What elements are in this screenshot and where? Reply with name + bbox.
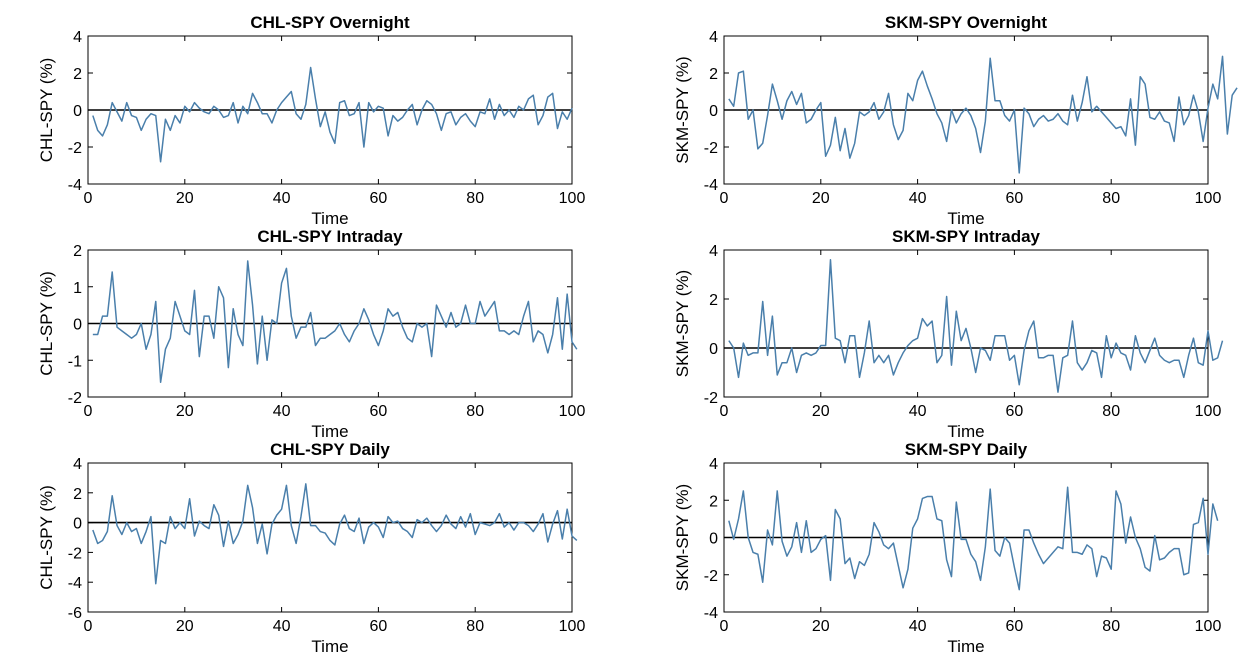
x-tick-label: 40	[273, 190, 291, 207]
y-tick-label: -6	[68, 605, 82, 622]
x-tick-label: 60	[1006, 403, 1024, 420]
x-axis-label: Time	[947, 422, 984, 441]
x-tick-label: 20	[812, 190, 830, 207]
axes-box	[723, 249, 1209, 398]
y-axis-label: CHL-SPY (%)	[37, 271, 56, 376]
x-tick-label: 0	[720, 403, 729, 420]
x-tick-label: 100	[559, 190, 586, 207]
x-tick-label: 20	[176, 403, 194, 420]
chart-2: SKM-SPY Overnight 0 20 40 60 80 100 -4 -2 0 2 4 Time…	[673, 13, 1238, 228]
chart-1: CHL-SPY Overnight 0 20 40 60 80 100 -4 -2 0 2 4 Time…	[37, 13, 585, 228]
x-tick-label: 40	[909, 190, 927, 207]
chart-title: CHL-SPY Intraday	[257, 227, 403, 246]
x-tick-label: 80	[466, 403, 484, 420]
y-tick-label: -2	[68, 545, 82, 562]
y-tick-label: -4	[704, 605, 718, 622]
x-tick-label: 80	[466, 618, 484, 635]
x-tick-label: 0	[720, 618, 729, 635]
y-tick-label: 4	[709, 456, 718, 473]
x-tick-label: 0	[84, 403, 93, 420]
chart-title: CHL-SPY Overnight	[250, 13, 410, 32]
x-axis-label: Time	[947, 209, 984, 228]
x-axis-label: Time	[311, 422, 348, 441]
chart-title: SKM-SPY Overnight	[885, 13, 1047, 32]
y-tick-label: -4	[704, 177, 718, 194]
chart-3: CHL-SPY Intraday 0 20 40 60 80 100 -2 -1 0 1 2 Time C…	[37, 227, 585, 441]
x-tick-label: 80	[1102, 618, 1120, 635]
x-tick-label: 40	[273, 403, 291, 420]
y-axis-label: CHL-SPY (%)	[37, 58, 56, 163]
y-tick-label: -2	[704, 390, 718, 407]
x-axis-label: Time	[311, 637, 348, 656]
y-tick-label: 2	[709, 493, 718, 510]
y-tick-label: 2	[73, 66, 82, 83]
y-tick-label: 0	[709, 341, 718, 358]
series-line-1	[728, 259, 1224, 393]
series-line-1	[92, 66, 573, 163]
series-line-1	[728, 486, 1219, 591]
y-axis-label: SKM-SPY (%)	[673, 56, 692, 163]
y-tick-label: 2	[73, 486, 82, 503]
x-tick-label: 60	[1006, 618, 1024, 635]
x-tick-label: 40	[909, 618, 927, 635]
x-tick-label: 80	[466, 190, 484, 207]
x-tick-label: 20	[812, 403, 830, 420]
y-tick-label: -2	[704, 568, 718, 585]
chart-5: CHL-SPY Daily 0 20 40 60 80 100 -6 -4 -2 0 2 4 Time CH…	[37, 440, 585, 656]
y-tick-label: -4	[68, 575, 82, 592]
axes-box	[87, 462, 573, 613]
x-tick-label: 0	[720, 190, 729, 207]
y-tick-label: -4	[68, 177, 82, 194]
x-tick-label: 20	[176, 190, 194, 207]
x-tick-label: 40	[273, 618, 291, 635]
y-tick-label: 2	[73, 243, 82, 260]
y-tick-label: 0	[73, 516, 82, 533]
x-tick-label: 80	[1102, 190, 1120, 207]
y-tick-label: 0	[73, 103, 82, 120]
x-axis-label: Time	[947, 637, 984, 656]
x-tick-label: 100	[1195, 190, 1222, 207]
x-tick-label: 100	[1195, 403, 1222, 420]
x-tick-label: 80	[1102, 403, 1120, 420]
y-tick-label: 4	[73, 456, 82, 473]
series-line-1	[92, 260, 578, 384]
x-tick-label: 60	[1006, 190, 1024, 207]
y-tick-label: -1	[68, 353, 82, 370]
y-tick-label: -2	[68, 390, 82, 407]
y-axis-label: SKM-SPY (%)	[673, 270, 692, 377]
y-axis-label: SKM-SPY (%)	[673, 484, 692, 591]
y-tick-label: 2	[709, 66, 718, 83]
chart-6: SKM-SPY Daily 0 20 40 60 80 100 -4 -2 0 2 4 Time SKM-…	[673, 440, 1221, 656]
x-tick-label: 60	[370, 403, 388, 420]
y-axis-label: CHL-SPY (%)	[37, 485, 56, 590]
chart-title: CHL-SPY Daily	[270, 440, 390, 459]
x-tick-label: 0	[84, 190, 93, 207]
x-tick-label: 0	[84, 618, 93, 635]
x-tick-label: 100	[1195, 618, 1222, 635]
chart-title: SKM-SPY Daily	[905, 440, 1028, 459]
x-tick-label: 20	[812, 618, 830, 635]
x-tick-label: 60	[370, 618, 388, 635]
y-tick-label: 0	[709, 103, 718, 120]
y-tick-label: 0	[709, 531, 718, 548]
x-axis-label: Time	[311, 209, 348, 228]
y-tick-label: -2	[704, 140, 718, 157]
x-tick-label: 100	[559, 403, 586, 420]
series-line-1	[92, 483, 578, 585]
x-tick-label: 100	[559, 618, 586, 635]
y-tick-label: 4	[73, 29, 82, 46]
y-tick-label: -2	[68, 140, 82, 157]
x-tick-label: 20	[176, 618, 194, 635]
series-line-1	[728, 55, 1238, 174]
y-tick-label: 0	[73, 317, 82, 334]
y-tick-label: 1	[73, 280, 82, 297]
x-tick-label: 40	[909, 403, 927, 420]
y-tick-label: 2	[709, 292, 718, 309]
y-tick-label: 4	[709, 29, 718, 46]
x-tick-label: 60	[370, 190, 388, 207]
y-tick-label: 4	[709, 243, 718, 260]
chart-title: SKM-SPY Intraday	[892, 227, 1041, 246]
